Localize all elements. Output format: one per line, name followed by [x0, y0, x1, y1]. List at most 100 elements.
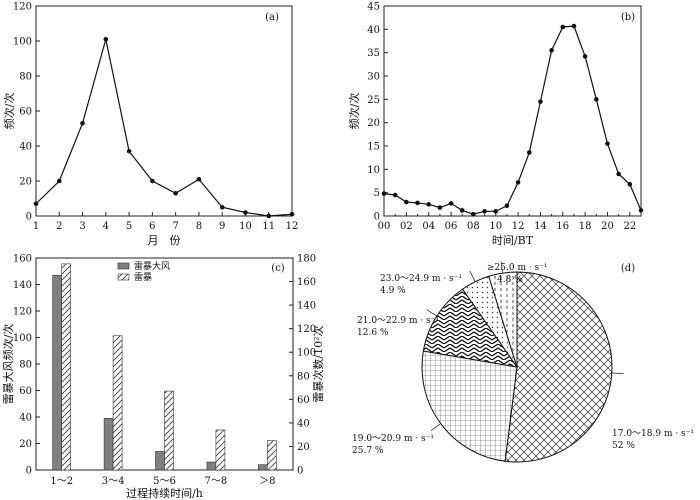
data-point [243, 210, 248, 215]
y-tick-label: 20 [19, 177, 32, 188]
y-tick-label: 25 [367, 95, 380, 106]
y-tick-label: 60 [19, 107, 32, 118]
leader-line [430, 423, 441, 431]
x-tick-label: 1～2 [50, 476, 73, 487]
panel-label: (c) [271, 263, 285, 274]
y-tick-label: 0 [26, 466, 32, 477]
y-tick-label: 30 [367, 72, 380, 83]
y-tick-label: 100 [13, 37, 32, 48]
y-tick-label: 100 [13, 333, 32, 344]
y-axis-label: 频次/次 [2, 93, 16, 130]
y-right-tick-label: 160 [297, 277, 316, 288]
x-tick-label: 3～4 [102, 476, 125, 487]
y-tick-label: 40 [367, 25, 380, 36]
x-tick-label: 5～6 [153, 476, 176, 487]
x-tick-label: 16 [556, 221, 569, 232]
data-point [538, 99, 543, 104]
y-tick-label: 80 [19, 360, 32, 371]
bar-thunderstorm [266, 440, 277, 471]
data-point [126, 148, 132, 154]
slice-label: 17.0～18.9 m · s⁻¹ [612, 429, 694, 439]
leader-line [469, 270, 476, 282]
plot-frame [35, 5, 293, 217]
data-point [150, 178, 155, 184]
y-right-axis-label: 雷暴次数/10²次 [311, 325, 325, 402]
data-point [616, 171, 621, 177]
data-point [103, 36, 109, 42]
slice-percent: 12.6 % [357, 328, 389, 338]
x-tick-label: 02 [400, 221, 413, 232]
data-point [594, 97, 599, 102]
legend-label-thunderstorm-gale: 雷暴大风 [134, 260, 170, 272]
bar-thunderstorm [164, 390, 174, 471]
y-right-tick-label: 140 [297, 301, 316, 312]
data-point [448, 201, 454, 206]
data-point [196, 176, 202, 182]
data-point [582, 54, 588, 59]
x-tick-label: 6 [149, 221, 155, 232]
data-point [482, 209, 487, 214]
data-point [627, 181, 633, 187]
y-tick-label: 45 [367, 2, 380, 13]
y-axis-label: 雷暴大风频次/次 [1, 324, 15, 405]
x-tick-label: 08 [467, 221, 480, 232]
y-tick-label: 80 [19, 72, 32, 83]
x-tick-label: 10 [489, 221, 502, 232]
y-tick-label: 120 [13, 307, 32, 318]
data-point [173, 190, 178, 196]
pie-slice [421, 350, 518, 462]
x-tick-label: 7 [172, 221, 178, 232]
data-point [381, 191, 387, 196]
data-point [56, 178, 62, 184]
data-point [404, 199, 409, 205]
y-tick-label: 40 [19, 142, 32, 153]
y-tick-label: 20 [367, 118, 380, 129]
leader-line [500, 261, 504, 274]
data-point [80, 120, 85, 126]
y-right-tick-label: 100 [297, 348, 316, 359]
y-axis-label: 频次/次 [347, 93, 361, 130]
y-right-tick-label: 60 [297, 395, 310, 406]
bar-thunderstorm-gale [155, 451, 165, 471]
y-tick-label: 15 [367, 142, 380, 153]
pie-slice [504, 271, 613, 463]
y-tick-label: 160 [13, 254, 32, 265]
y-tick-label: 140 [13, 280, 32, 291]
data-point [266, 213, 272, 219]
x-axis-label: 时间/BT [492, 234, 534, 247]
data-point [526, 150, 532, 155]
x-tick-label: 12 [286, 221, 299, 232]
slice-percent: 4.9 % [380, 286, 406, 296]
data-point [515, 180, 521, 185]
bar-thunderstorm-gale [52, 274, 63, 471]
panel-d-wind-speed-pie: (d) 17.0～18.9 m · s⁻¹ 52 % 19.0～20.9 m · s⁻… [352, 261, 694, 463]
x-tick-label: 12 [512, 221, 525, 232]
x-tick-label: 2 [56, 221, 62, 232]
legend-swatch-thunderstorm [117, 273, 130, 281]
leader-line [426, 309, 437, 317]
data-point [638, 208, 644, 213]
x-tick-label: 10 [239, 221, 252, 232]
x-axis-label: 月 份 [148, 234, 181, 247]
x-tick-label: 22 [623, 221, 636, 232]
bar-thunderstorm [112, 335, 123, 471]
data-point [415, 200, 420, 206]
data-point [605, 141, 610, 146]
panel-label: (a) [265, 12, 279, 23]
series-line [383, 25, 642, 215]
bar-thunderstorm [215, 429, 226, 471]
y-tick-label: 20 [19, 439, 32, 450]
slice-label: ≥25.0 m · s⁻¹ [487, 263, 548, 273]
slice-label: 21.0～22.9 m · s⁻¹ [357, 316, 439, 326]
bar-thunderstorm [61, 263, 72, 471]
y-tick-label: 0 [374, 212, 380, 223]
x-tick-label: 8 [196, 221, 202, 232]
panel-c-duration-bars: 0 20 40 60 80 100 120 140 160 0 20 40 60 80 100 120 140 1… [1, 254, 325, 500]
panel-b-hourly-frequency: 00 02 04 06 08 10 12 14 16 18 20 22 0 5 10 15 20 25 30 35 40… [347, 2, 644, 247]
y-tick-label: 10 [367, 165, 380, 176]
x-tick-label: 9 [219, 221, 225, 232]
y-tick-label: 0 [26, 212, 32, 223]
data-point [219, 204, 225, 210]
